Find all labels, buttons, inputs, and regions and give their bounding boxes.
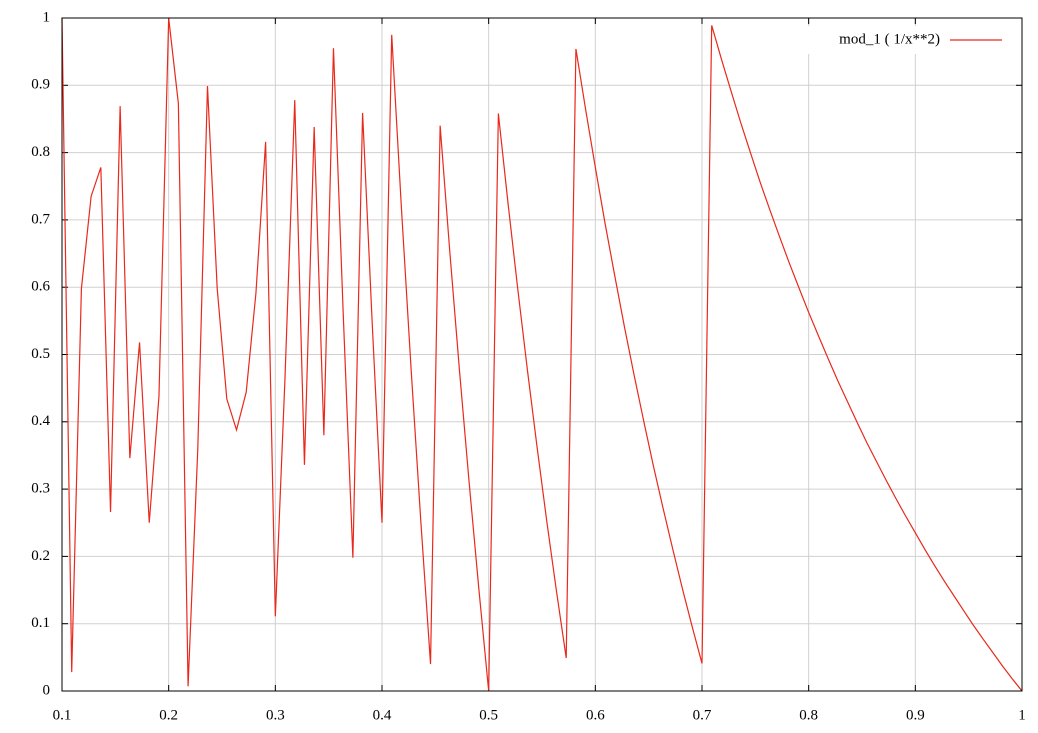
x-tick-label: 0.6 xyxy=(586,707,605,723)
data-line xyxy=(61,17,1023,692)
legend-label: mod_1 ( 1/x**2) xyxy=(839,31,940,47)
x-tick-label: 0.9 xyxy=(906,707,925,723)
y-tick-label: 0.1 xyxy=(31,615,50,631)
x-tick-label: 0.8 xyxy=(799,707,818,723)
y-tick-label: 0 xyxy=(43,682,51,698)
y-tick-label: 0.5 xyxy=(31,346,50,362)
x-tick-label: 0.2 xyxy=(159,707,178,723)
x-tick-label: 0.7 xyxy=(693,707,712,723)
x-tick-label: 1 xyxy=(1018,707,1026,723)
x-tick-label: 0.3 xyxy=(266,707,285,723)
y-tick-label: 0.6 xyxy=(31,279,50,295)
x-tick-label: 0.5 xyxy=(479,707,498,723)
y-tick-label: 0.2 xyxy=(31,548,50,564)
y-tick-label: 1 xyxy=(43,9,51,25)
y-tick-label: 0.9 xyxy=(31,77,50,93)
y-tick-label: 0.3 xyxy=(31,481,50,497)
y-tick-label: 0.7 xyxy=(31,211,50,227)
plot-border xyxy=(61,17,1023,692)
x-tick-label: 0.1 xyxy=(53,707,72,723)
x-tick-label: 0.4 xyxy=(373,707,392,723)
legend: mod_1 ( 1/x**2) xyxy=(806,26,1014,54)
y-tick-label: 0.4 xyxy=(31,413,50,429)
y-tick-label: 0.8 xyxy=(31,144,50,160)
